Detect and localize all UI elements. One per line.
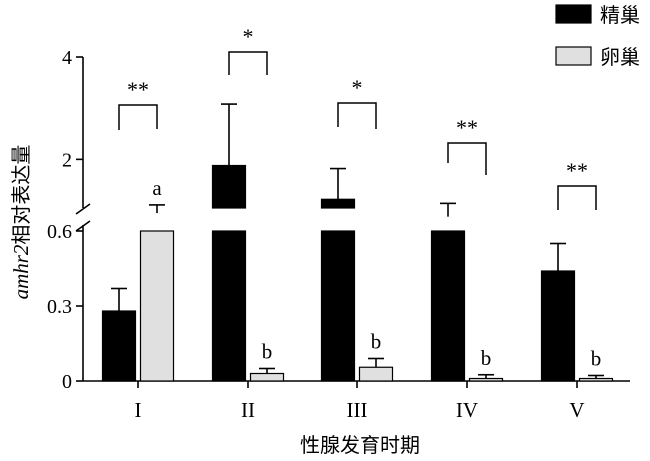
significance-bracket-4 <box>557 185 597 210</box>
letter-label-1: b <box>262 340 273 364</box>
letter-label-2: b <box>371 330 382 354</box>
bar-0-3-lower <box>430 230 466 382</box>
bars-group <box>101 103 614 382</box>
legend-swatch-0 <box>555 4 592 24</box>
bar-1-0-lower <box>139 230 175 382</box>
y-axis-break-mark-upper <box>75 203 91 215</box>
letter-label-3: b <box>481 346 492 370</box>
legend-label-1: 卵巢 <box>600 45 640 69</box>
y-axis-title-italic: amhr2 <box>9 244 33 299</box>
letter-label-0: a <box>152 176 162 200</box>
significance-label-2: * <box>352 75 363 100</box>
y-tick-label-3: 2 <box>62 149 72 171</box>
bar-1-2 <box>358 366 394 382</box>
x-tick-label-0: I <box>135 398 142 422</box>
x-tick-label-2: III <box>347 398 368 422</box>
legend-label-0: 精巢 <box>600 3 640 27</box>
y-axis-title: amhr2相对表达量 <box>9 145 33 300</box>
bar-1-4 <box>578 377 614 382</box>
bar-0-0 <box>101 310 137 382</box>
y-tick-label-4: 4 <box>62 47 72 69</box>
significance-bracket-1 <box>228 51 268 75</box>
bar-0-2-upper <box>320 198 356 209</box>
significance-label-1: * <box>243 24 254 49</box>
significance-label-4: ** <box>566 158 588 183</box>
significance-label-0: ** <box>127 77 149 102</box>
significance-bracket-2 <box>337 102 377 129</box>
significance-bracket-3 <box>447 142 487 175</box>
bar-0-2-lower <box>320 230 356 382</box>
y-tick-label-0: 0 <box>62 371 72 393</box>
x-axis-title: 性腺发育时期 <box>300 433 420 457</box>
letter-label-4: b <box>591 347 602 371</box>
significance-label-3: ** <box>456 115 478 140</box>
legend-swatch-1 <box>555 46 592 66</box>
y-tick-label-1: 0.3 <box>47 296 72 318</box>
x-tick-label-4: V <box>569 398 584 422</box>
bar-1-1 <box>249 372 285 382</box>
significance-bracket-0 <box>118 104 158 130</box>
y-axis-title-rest: 相对表达量 <box>9 145 33 245</box>
x-tick-label-1: II <box>241 398 255 422</box>
y-tick-label-2: 0.6 <box>47 221 72 243</box>
bar-0-4 <box>540 270 576 382</box>
annotations-group: ********ab bb b <box>118 24 602 371</box>
y-axis-break-mark-lower <box>75 220 91 232</box>
bar-1-3 <box>468 377 504 382</box>
x-tick-label-3: IV <box>456 398 478 422</box>
bar-0-1-upper <box>211 164 247 209</box>
bar-0-1-lower <box>211 230 247 382</box>
